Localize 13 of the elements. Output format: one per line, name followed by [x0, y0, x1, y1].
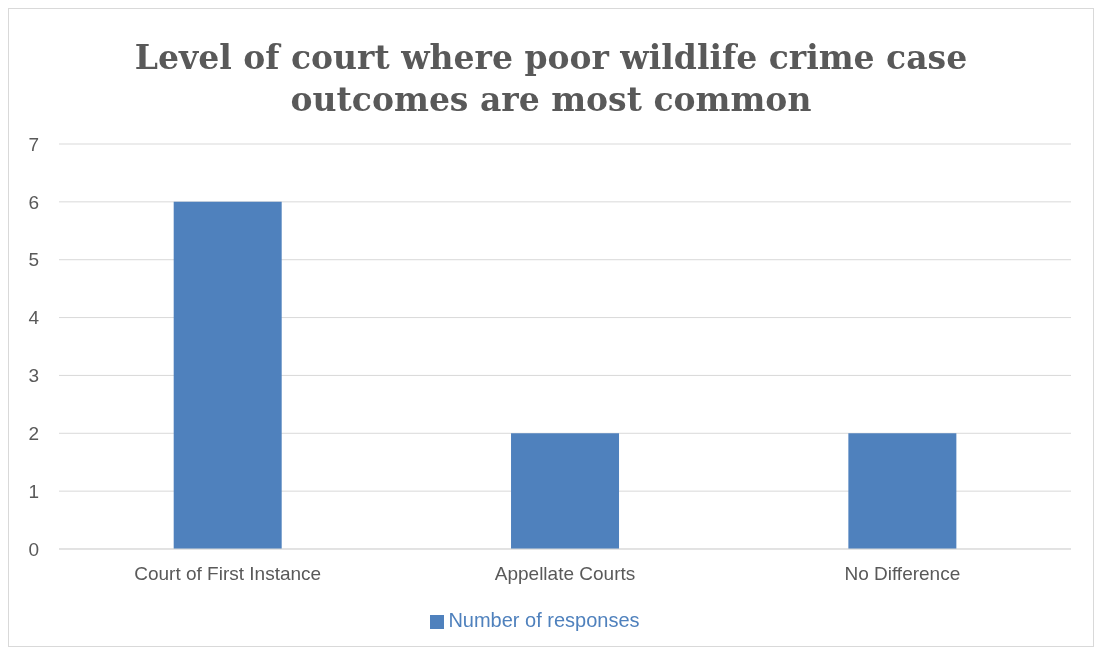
- legend-label: Number of responses: [448, 609, 640, 631]
- y-tick-label: 5: [28, 249, 39, 271]
- y-tick-label: 7: [28, 133, 39, 155]
- y-tick-label: 1: [28, 480, 39, 502]
- y-tick-label: 4: [28, 307, 40, 329]
- chart-title: Level of court where poor wildlife crime case outcomes are most common: [133, 37, 969, 121]
- x-tick-label: Appellate Courts: [494, 563, 636, 585]
- x-tick-label: No Difference: [844, 563, 961, 585]
- x-tick-label: Court of First Instance: [134, 563, 322, 585]
- y-tick-label: 2: [28, 423, 39, 445]
- y-tick-label: 3: [28, 365, 39, 387]
- y-tick-label: 0: [28, 538, 39, 560]
- y-tick-label: 6: [28, 191, 39, 213]
